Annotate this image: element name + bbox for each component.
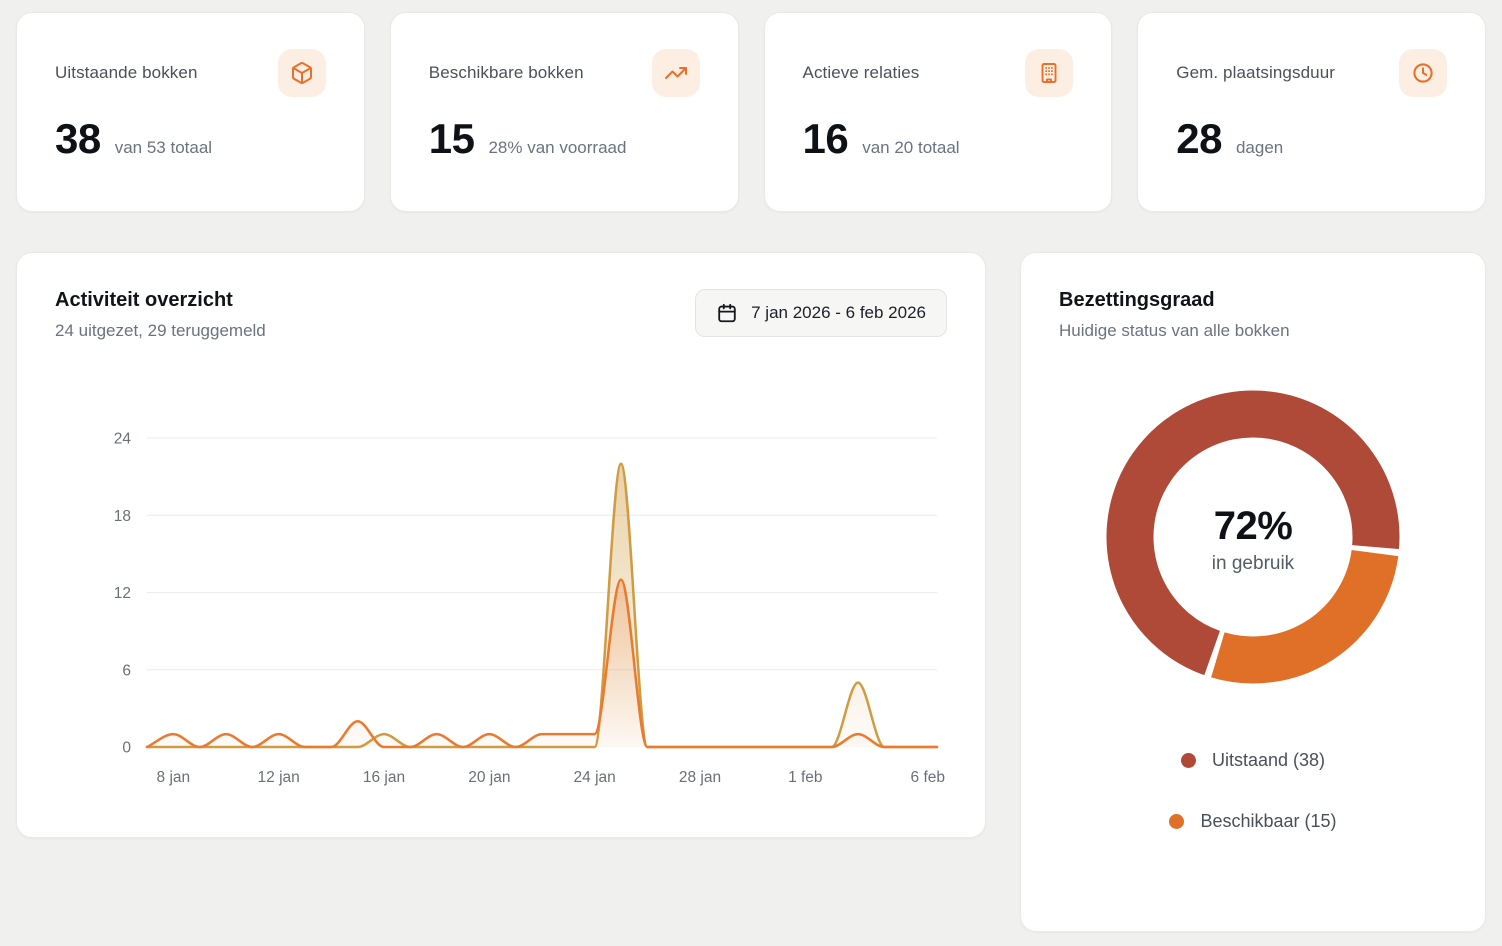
svg-text:24: 24 xyxy=(114,431,132,448)
occupancy-donut-chart: 72% in gebruik xyxy=(1103,387,1403,692)
legend-label: Beschikbaar (15) xyxy=(1200,811,1337,831)
stat-card-title: Beschikbare bokken xyxy=(428,63,584,82)
package-icon xyxy=(277,49,326,97)
stats-row: Uitstaande bokken 38 van 53 totaal Besch… xyxy=(16,12,1486,212)
legend-item-beschikbaar: Beschikbaar (15) xyxy=(1169,811,1337,832)
stat-card-subtitle: van 20 totaal xyxy=(862,138,960,157)
legend-dot-uitstaand xyxy=(1180,753,1196,768)
stat-card-title: Actieve relaties xyxy=(802,63,920,82)
svg-text:12 jan: 12 jan xyxy=(258,769,300,786)
activity-header: Activiteit overzicht 24 uitgezet, 29 ter… xyxy=(17,253,985,341)
svg-text:18: 18 xyxy=(114,508,131,525)
trending-up-icon xyxy=(651,49,700,97)
svg-text:8 jan: 8 jan xyxy=(157,769,191,786)
stat-card-value: 15 xyxy=(428,115,475,162)
stat-card-beschikbare-bokken: Beschikbare bokken 15 28% van voorraad xyxy=(389,12,739,212)
legend-label: Uitstaand (38) xyxy=(1211,750,1326,770)
stat-card-title: Gem. plaatsingsduur xyxy=(1176,63,1336,82)
stat-card-uitstaande-bokken: Uitstaande bokken 38 van 53 totaal xyxy=(16,12,365,212)
stat-card-subtitle: dagen xyxy=(1235,138,1284,157)
stat-card-value: 38 xyxy=(55,115,101,162)
legend-dot-beschikbaar xyxy=(1169,814,1185,829)
activity-area-chart: 0 6 12 18 24 8 jan 12 jan 16 jan 20 jan 24 jan 28 … xyxy=(114,431,945,787)
svg-text:6: 6 xyxy=(122,662,131,679)
svg-text:12: 12 xyxy=(114,585,131,602)
building-icon xyxy=(1025,49,1074,97)
svg-text:0: 0 xyxy=(122,740,131,757)
calendar-icon xyxy=(716,302,738,324)
occupancy-subtitle: Huidige status van alle bokken xyxy=(1059,321,1290,340)
occupancy-title: Bezettingsgraad xyxy=(1059,289,1215,311)
stat-card-actieve-relaties: Actieve relaties 16 van 20 totaal xyxy=(763,12,1113,212)
donut-legend: Uitstaand (38) Beschikbaar (15) xyxy=(1059,750,1447,832)
svg-text:20 jan: 20 jan xyxy=(468,769,510,786)
stat-card-gem-plaatsingsduur: Gem. plaatsingsduur 28 dagen xyxy=(1137,12,1486,212)
stat-card-subtitle: van 53 totaal xyxy=(114,138,213,157)
main-row: 0 6 12 18 24 8 jan 12 jan 16 jan 20 jan 24 jan 28 … xyxy=(16,252,1486,932)
stat-card-value: 28 xyxy=(1176,115,1222,162)
svg-text:6 feb: 6 feb xyxy=(911,769,945,786)
stat-card-subtitle: 28% van voorraad xyxy=(488,138,627,157)
donut-svg xyxy=(1106,390,1400,684)
activity-subtitle: 24 uitgezet, 29 teruggemeld xyxy=(55,321,266,340)
activity-card: 0 6 12 18 24 8 jan 12 jan 16 jan 20 jan 24 jan 28 … xyxy=(16,252,986,838)
svg-text:28 jan: 28 jan xyxy=(679,769,721,786)
svg-text:24 jan: 24 jan xyxy=(574,769,616,786)
stat-card-title: Uitstaande bokken xyxy=(55,63,198,82)
activity-title: Activiteit overzicht xyxy=(55,289,233,311)
occupancy-card: Bezettingsgraad Huidige status van alle … xyxy=(1020,252,1486,932)
date-range-picker[interactable]: 7 jan 2026 - 6 feb 2026 xyxy=(695,289,947,337)
date-range-label: 7 jan 2026 - 6 feb 2026 xyxy=(751,303,926,322)
stat-card-value: 16 xyxy=(802,115,849,162)
svg-text:1 feb: 1 feb xyxy=(788,769,822,786)
legend-item-uitstaand: Uitstaand (38) xyxy=(1180,750,1326,771)
clock-icon xyxy=(1399,49,1447,97)
svg-text:16 jan: 16 jan xyxy=(363,769,405,786)
